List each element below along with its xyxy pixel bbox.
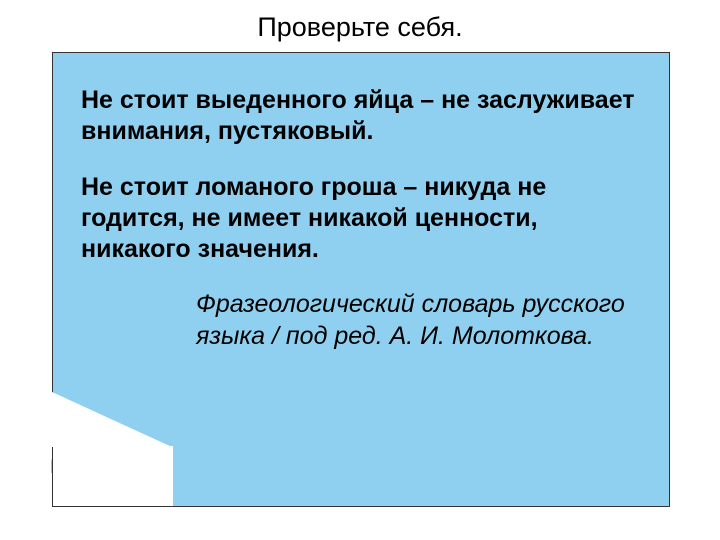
idiom-separator-2: – (396, 173, 424, 201)
slide-container: Проверьте себя. г) Они Не стоит выеденно… (0, 0, 720, 540)
slide-title: Проверьте себя. (20, 12, 700, 43)
page-fold-rect (53, 446, 173, 506)
page-fold-triangle (52, 392, 172, 447)
source-block: Фразеологический словарь русского языка … (196, 289, 641, 352)
idiom-block-1: Не стоит выеденного яйца – не заслуживае… (81, 85, 641, 148)
idiom-block-2: Не стоит ломаного гроша – никуда не годи… (81, 172, 641, 266)
idiom-separator-1: – (413, 86, 441, 114)
source-text: Фразеологический словарь русского языка … (196, 289, 641, 352)
content-box: Не стоит выеденного яйца – не заслуживае… (52, 52, 670, 507)
idiom-text-2: Не стоит ломаного гроша – никуда не годи… (81, 172, 641, 266)
idiom-phrase-2: Не стоит ломаного гроша (81, 173, 396, 201)
idiom-text-1: Не стоит выеденного яйца – не заслуживае… (81, 85, 641, 148)
idiom-phrase-1: Не стоит выеденного яйца (81, 86, 413, 114)
